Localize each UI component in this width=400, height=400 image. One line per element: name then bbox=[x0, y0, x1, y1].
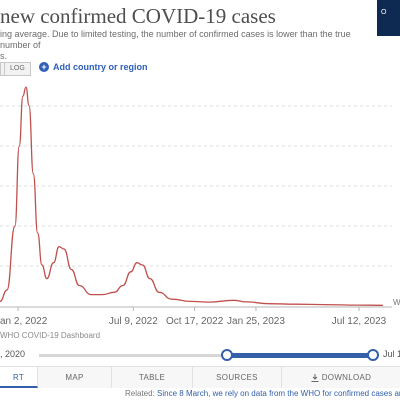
subtitle-line-1: ing average. Due to limited testing, the… bbox=[0, 29, 351, 50]
x-tick-label: an 2, 2022 bbox=[0, 316, 48, 326]
tab-table[interactable]: TABLE bbox=[112, 367, 193, 388]
timeline-slider[interactable]: , 2020 Jul 1 bbox=[0, 347, 400, 363]
tab-bar: RT MAP TABLE SOURCES DOWNLOAD bbox=[0, 366, 400, 388]
timeline-start-handle[interactable] bbox=[221, 349, 233, 361]
related-note: Related: Since 8 March, we rely on data … bbox=[125, 389, 400, 398]
download-icon bbox=[311, 373, 319, 382]
x-tick-label: Oct 17, 2022 bbox=[166, 316, 224, 326]
log-scale-button[interactable]: LOG bbox=[4, 62, 31, 76]
tab-download-label: DOWNLOAD bbox=[321, 373, 372, 382]
x-tick-label: Jul 9, 2022 bbox=[109, 316, 158, 326]
related-prefix: Related: bbox=[125, 389, 158, 398]
timeline-track[interactable] bbox=[39, 354, 373, 357]
linear-scale-button[interactable] bbox=[0, 62, 4, 76]
x-tick-label: Jan 25, 2023 bbox=[227, 316, 285, 326]
source-text: WHO COVID-19 Dashboard bbox=[0, 331, 101, 340]
tab-download[interactable]: DOWNLOAD bbox=[282, 367, 400, 388]
chart-grid bbox=[0, 105, 392, 308]
subtitle-line-2: s. bbox=[0, 51, 8, 61]
timeline-end-date: Jul 1 bbox=[383, 349, 400, 359]
logo[interactable]: O bbox=[377, 0, 400, 36]
tab-map[interactable]: MAP bbox=[38, 367, 112, 388]
timeline-end-handle[interactable] bbox=[367, 349, 379, 361]
plus-circle-icon: + bbox=[39, 62, 49, 72]
source-note: WHO COVID-19 Dashboard bbox=[0, 331, 100, 340]
x-axis-ticks: an 2, 2022 Jul 9, 2022 Oct 17, 2022 Jan 25,… bbox=[0, 307, 387, 326]
tab-sources[interactable]: SOURCES bbox=[193, 367, 282, 388]
chart-subtitle: ing average. Due to limited testing, the… bbox=[0, 29, 372, 62]
related-link[interactable]: Since 8 March, we rely on data from the … bbox=[157, 389, 400, 398]
series-end-label: W bbox=[393, 298, 400, 307]
scale-toggle[interactable]: LOG bbox=[0, 62, 31, 76]
chart-area[interactable]: an 2, 2022 Jul 9, 2022 Oct 17, 2022 Jan 25,… bbox=[0, 70, 400, 326]
add-country-button[interactable]: + Add country or region bbox=[39, 62, 148, 72]
x-tick-label: Jul 12, 2023 bbox=[332, 316, 387, 326]
timeline-start-date: , 2020 bbox=[0, 349, 26, 359]
series-line bbox=[0, 86, 383, 306]
add-country-label: Add country or region bbox=[53, 62, 148, 72]
timeline-selected-range[interactable] bbox=[227, 353, 374, 358]
chart-title: new confirmed COVID-19 cases bbox=[0, 4, 276, 28]
tab-chart[interactable]: RT bbox=[0, 367, 38, 388]
logo-text: O bbox=[381, 9, 387, 16]
